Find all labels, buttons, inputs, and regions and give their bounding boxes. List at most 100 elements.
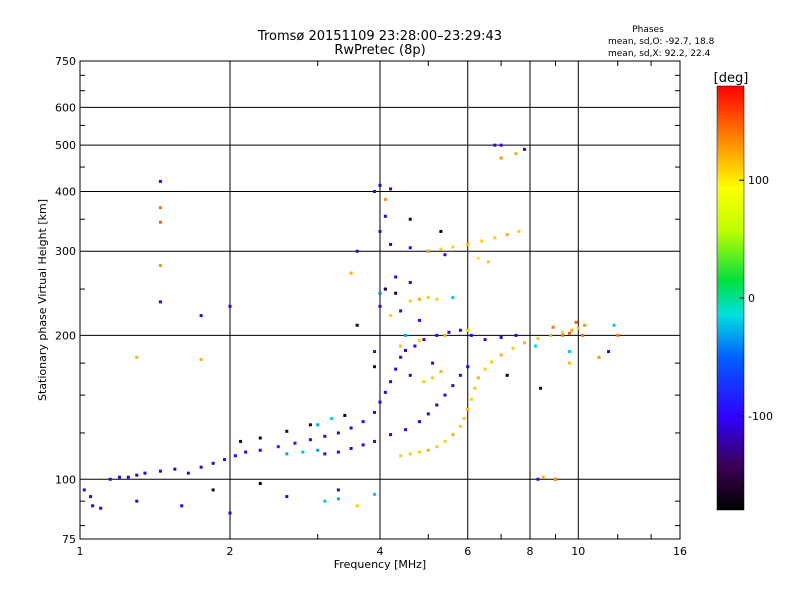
x-tick-label: 2 <box>227 545 234 558</box>
data-point <box>523 341 527 345</box>
data-point <box>373 492 377 496</box>
data-point <box>451 245 455 249</box>
data-point <box>462 417 466 421</box>
data-point <box>336 450 340 454</box>
data-point <box>135 499 139 503</box>
data-points <box>82 143 620 515</box>
data-point <box>108 477 112 481</box>
data-point <box>473 386 477 390</box>
colorbar: [deg] 100 0 -100 <box>714 71 773 511</box>
data-point <box>349 271 353 275</box>
data-point <box>486 260 490 264</box>
colorbar-ticks: 100 0 -100 <box>739 174 773 423</box>
data-point <box>408 452 412 456</box>
data-point <box>336 431 340 435</box>
data-point <box>458 373 462 377</box>
data-point <box>308 423 312 427</box>
data-point <box>336 497 340 501</box>
data-point <box>536 477 540 481</box>
data-point <box>466 365 470 369</box>
data-point <box>378 229 382 233</box>
data-point <box>466 242 470 246</box>
data-point <box>403 333 407 337</box>
data-point <box>417 450 421 454</box>
x-tick-label: 8 <box>527 545 534 558</box>
data-point <box>574 320 578 324</box>
data-point <box>499 353 503 357</box>
y-tick-label: 75 <box>62 533 76 546</box>
data-point <box>514 333 518 337</box>
data-point <box>451 296 455 300</box>
data-point <box>361 443 365 447</box>
data-point <box>258 436 262 440</box>
data-point <box>493 143 497 147</box>
stats-x-line: mean, sd,X: 92.2, 22.4 <box>608 49 711 59</box>
data-point <box>373 189 377 193</box>
data-point <box>180 504 184 508</box>
y-tick-label: 500 <box>55 139 76 152</box>
data-point <box>567 361 571 365</box>
stats-o-line: mean, sd,O: -92.7, 18.8 <box>608 37 715 47</box>
y-tick-label: 100 <box>55 473 76 486</box>
data-point <box>408 299 412 303</box>
data-point <box>158 469 162 473</box>
data-point <box>476 256 480 260</box>
data-point <box>399 309 403 313</box>
data-point <box>349 426 353 430</box>
data-point <box>99 506 103 510</box>
data-point <box>514 152 518 156</box>
data-point <box>158 264 162 268</box>
data-point <box>399 344 403 348</box>
data-point <box>417 420 421 424</box>
y-tick-label: 400 <box>55 185 76 198</box>
data-point <box>383 390 387 394</box>
data-point <box>383 197 387 201</box>
data-point <box>383 214 387 218</box>
x-tick-label: 1 <box>77 545 84 558</box>
data-point <box>426 448 430 452</box>
data-point <box>616 333 620 337</box>
data-point <box>228 304 232 308</box>
y-tick-label: 300 <box>55 245 76 258</box>
data-point <box>233 454 237 458</box>
data-point <box>435 333 439 337</box>
data-point <box>466 407 470 411</box>
data-point <box>389 433 393 437</box>
x-tick-label: 16 <box>673 545 687 558</box>
data-point <box>476 376 480 380</box>
data-point <box>383 287 387 291</box>
data-point <box>523 147 527 151</box>
data-point <box>82 488 86 492</box>
data-point <box>551 325 555 329</box>
data-point <box>308 438 312 442</box>
data-point <box>533 344 537 348</box>
data-point <box>439 370 443 374</box>
data-point <box>505 233 509 237</box>
data-point <box>549 333 553 337</box>
data-point <box>323 452 327 456</box>
data-point <box>439 247 443 251</box>
data-point <box>373 439 377 443</box>
colorbar-tick-label: 0 <box>748 292 755 305</box>
data-point <box>394 367 398 371</box>
data-point <box>567 331 571 335</box>
x-tick-label: 10 <box>571 545 585 558</box>
data-point <box>561 330 565 334</box>
data-point <box>505 373 509 377</box>
x-tick-label: 4 <box>377 545 384 558</box>
data-point <box>399 355 403 359</box>
data-point <box>378 304 382 308</box>
data-point <box>443 253 447 257</box>
data-point <box>228 511 232 515</box>
plot-frame <box>79 60 681 540</box>
data-point <box>439 229 443 233</box>
data-point <box>91 504 95 508</box>
data-point <box>431 361 435 365</box>
data-point <box>570 328 574 332</box>
data-point <box>117 475 121 479</box>
data-point <box>413 344 417 348</box>
data-point <box>581 333 585 337</box>
data-point <box>244 450 248 454</box>
data-point <box>583 323 587 327</box>
